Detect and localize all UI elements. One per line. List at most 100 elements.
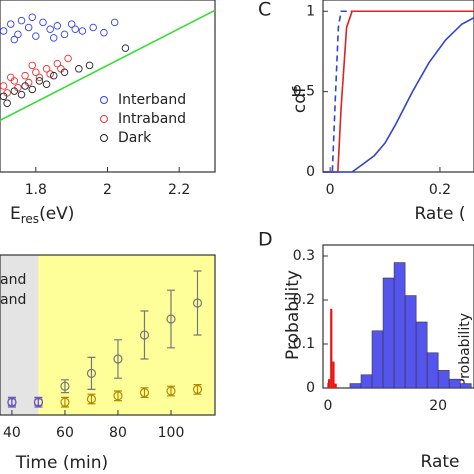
histogram-bar [393, 262, 406, 389]
error-bar [87, 393, 96, 405]
data-point [86, 394, 97, 404]
data-point [7, 397, 17, 407]
x-tick-label: 80 [109, 425, 127, 441]
inset-text: Probability [457, 313, 473, 387]
error-bar [87, 356, 96, 390]
scatter-point [60, 30, 69, 39]
x-axis-label: Eres(eV) [10, 204, 74, 226]
data-point [86, 368, 97, 378]
error-bar [7, 396, 16, 408]
scatter-point [89, 23, 97, 32]
scatter-point [24, 23, 33, 32]
scatter-point [21, 71, 29, 80]
x-tick-label: 1.8 [25, 182, 47, 198]
histogram-bar [360, 374, 373, 389]
data-point [33, 397, 44, 407]
histogram-bar [415, 321, 428, 389]
scatter-point [39, 18, 47, 27]
scatter-point [32, 32, 40, 40]
x-label-unit: (eV) [39, 204, 74, 224]
data-point [113, 354, 123, 364]
error-bar [113, 390, 122, 402]
histogram-bar [382, 277, 395, 389]
y-tick-label: 0.2 [293, 292, 315, 308]
scatter-point [17, 16, 26, 25]
scatter-point [28, 85, 37, 94]
scatter-point [10, 35, 19, 44]
x-tick-label: 0 [326, 182, 335, 198]
x-tick-label: 100 [158, 425, 185, 441]
plot-frame [0, 254, 216, 416]
scatter-point [42, 65, 51, 73]
cdf-line [323, 16, 474, 173]
shaded-region [0, 255, 39, 415]
histogram-bar [334, 383, 337, 388]
scatter-point [64, 54, 72, 63]
x-label-sub: res [21, 212, 39, 226]
x-tick-label: 60 [56, 425, 74, 441]
scatter-point [6, 73, 15, 82]
x-tick-label: 2 [103, 182, 112, 198]
scatter-point [85, 61, 94, 70]
legend-marker [100, 115, 108, 123]
scatter-point [50, 34, 58, 42]
y-axis-label: Probability [283, 270, 303, 360]
scatter-point [75, 65, 83, 73]
scatter-point [0, 27, 8, 35]
data-point [139, 330, 150, 340]
histogram-bar [448, 378, 461, 389]
data-point [139, 388, 150, 398]
scatter-point [6, 20, 15, 28]
scatter-point [78, 27, 87, 35]
error-bar [34, 396, 43, 408]
scatter-point [67, 20, 76, 28]
data-point [166, 314, 176, 324]
data-point [166, 386, 176, 396]
reference-line [0, 9, 216, 122]
scatter-point [10, 87, 19, 95]
error-bar [140, 387, 149, 398]
x-tick-label: 40 [3, 425, 21, 441]
y-tick-label: 0 [306, 164, 315, 180]
data-point [113, 391, 123, 401]
x-axis-label: Time (min) [15, 453, 108, 473]
scatter-point [100, 28, 108, 37]
x-tick-label: 20 [429, 398, 447, 414]
scatter-point [28, 13, 37, 21]
legend-label: Dark [118, 130, 152, 146]
scatter-point [32, 68, 40, 76]
x-tick-label: 0.2 [429, 182, 451, 198]
panel-label: C [258, 0, 271, 21]
histogram-bar [349, 383, 362, 389]
scatter-point [60, 68, 69, 76]
data-point [60, 397, 70, 407]
scatter-point [110, 18, 119, 27]
scatter-point [35, 77, 44, 85]
panel-label: D [258, 229, 273, 251]
scatter-point [121, 44, 130, 52]
plot-frame [322, 0, 474, 173]
scatter-point [46, 70, 54, 78]
scatter-point [0, 92, 8, 101]
legend-box [90, 104, 214, 123]
error-bar [193, 384, 202, 395]
scatter-point [14, 30, 22, 39]
scatter-point [46, 25, 54, 33]
scatter-point [35, 73, 44, 82]
legend-box [90, 123, 214, 142]
error-bar [140, 310, 149, 360]
histogram-bar [371, 330, 384, 389]
legend-text: and [0, 272, 26, 288]
y-tick-label: 0.3 [293, 248, 315, 264]
x-axis-label: Rate [421, 452, 460, 472]
histogram-bar [404, 295, 417, 389]
y-tick-label: 0 [306, 380, 315, 396]
histogram-bar [426, 352, 439, 389]
error-bar [166, 289, 175, 349]
data-point [192, 384, 203, 394]
legend-marker [100, 134, 108, 142]
scatter-point [53, 22, 62, 30]
scatter-point [3, 99, 11, 107]
histogram-bar [437, 370, 450, 389]
